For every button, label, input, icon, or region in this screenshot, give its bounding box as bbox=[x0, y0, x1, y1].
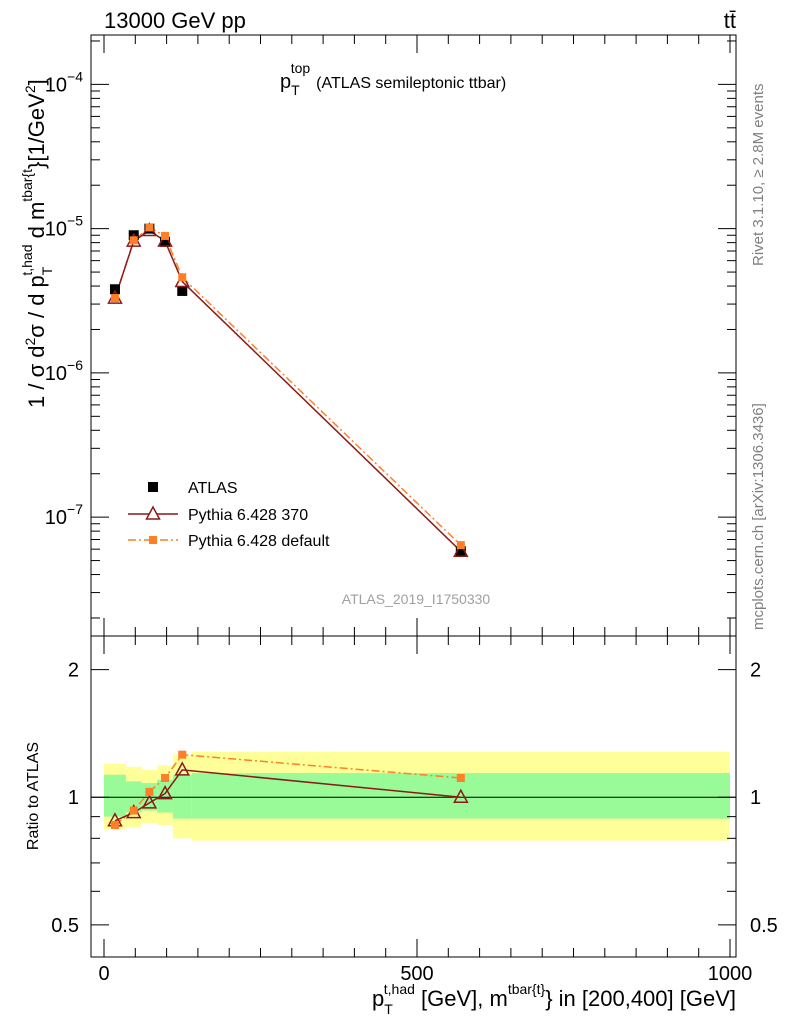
xlabel-rest: } in [200,400] [GeV] bbox=[545, 986, 736, 1011]
ratio-pythia-default-point bbox=[129, 806, 138, 815]
ratio-y-tick-label-right: 2 bbox=[750, 660, 761, 682]
series-pythia-370-line bbox=[114, 229, 462, 552]
main-y-tick-label: 10−4 bbox=[45, 68, 83, 96]
legend-pythia-370-marker bbox=[145, 505, 161, 520]
ratio-pythia-370-point bbox=[141, 794, 158, 809]
ratio-pythia-default-point bbox=[145, 787, 154, 796]
ratio-y-tick-label: 0.5 bbox=[51, 915, 79, 937]
rivet-label: Rivet 3.1.10, ≥ 2.8M events bbox=[750, 84, 767, 267]
watermark: ATLAS_2019_I1750330 bbox=[342, 591, 491, 607]
main-y-tick-labels: 10−7 10−6 10−5 10−4 bbox=[45, 68, 83, 529]
ratio-pythia-default-point bbox=[161, 774, 170, 783]
ratio-y-tick-label: 1 bbox=[68, 787, 79, 809]
ratio-y-tick-labels: 0.5 0.5 1 1 2 2 bbox=[51, 660, 778, 937]
legend-label: Pythia 6.428 370 bbox=[188, 507, 308, 524]
pythia-default-point bbox=[110, 294, 119, 303]
main-y-tick-label: 10−5 bbox=[45, 213, 83, 241]
ratio-band-inner bbox=[104, 774, 126, 817]
atlas-point bbox=[177, 285, 188, 296]
atlas-point bbox=[109, 284, 120, 295]
title-sub: T bbox=[291, 82, 300, 98]
xlabel-sup2: tbar{t} bbox=[508, 981, 546, 997]
ratio-pythia-370-point bbox=[157, 785, 173, 800]
ratio-x-tick-label: 1000 bbox=[708, 963, 753, 985]
ratio-y-tick-label: 2 bbox=[68, 660, 79, 682]
ratio-y-tick-label-right: 0.5 bbox=[750, 915, 778, 937]
x-axis-label: pTt,had [GeV], mtbar{t}} in [200,400] [G… bbox=[372, 981, 736, 1017]
pythia-default-point bbox=[129, 236, 138, 245]
ratio-pythia-default-point bbox=[110, 821, 119, 830]
xlabel-sub: T bbox=[384, 1001, 393, 1017]
ratio-x-tick-label: 0 bbox=[98, 963, 109, 985]
ratio-plot-area bbox=[91, 750, 736, 841]
ratio-y-tick-label-right: 1 bbox=[750, 787, 761, 809]
ratio-panel: 0.5 0.5 1 1 2 2 0 500 1000 Ratio to ATLAS pTt,h… bbox=[25, 635, 778, 1017]
pythia-default-point bbox=[178, 273, 187, 282]
ratio-pythia-370-point bbox=[174, 761, 191, 776]
ratio-x-tick-label: 500 bbox=[400, 963, 433, 985]
ratio-pythia-370-point bbox=[453, 788, 469, 803]
ratio-pythia-default-point bbox=[178, 750, 187, 759]
legend-atlas-marker bbox=[148, 482, 158, 492]
ratio-y-axis-label: Ratio to ATLAS bbox=[25, 742, 42, 850]
mcplots-label: mcplots.cern.ch [arXiv:1306.3436] bbox=[750, 403, 767, 630]
legend-label: ATLAS bbox=[188, 480, 238, 497]
ratio-band-inner bbox=[172, 774, 192, 819]
main-panel: 10−7 10−6 10−5 10−4 pTtop (ATLAS semileptoni… bbox=[19, 34, 737, 637]
legend-pythia-default-marker bbox=[149, 536, 157, 544]
pythia-default-point bbox=[456, 541, 465, 550]
title-rest: (ATLAS semileptonic ttbar) bbox=[316, 75, 506, 92]
legend-label: Pythia 6.428 default bbox=[188, 533, 330, 550]
main-y-tick-label: 10−6 bbox=[45, 357, 83, 385]
main-y-axis-label: 1 / σ d2σ / d pTt,had d mtbar{t}[1/GeV2] bbox=[19, 79, 55, 408]
header-left-label: 13000 GeV pp bbox=[104, 8, 246, 33]
ratio-ticks bbox=[91, 636, 736, 957]
series-pythia-default-line bbox=[114, 226, 462, 546]
atlas-point bbox=[160, 236, 171, 247]
title-sup: top bbox=[291, 60, 311, 76]
pythia-370-point bbox=[453, 542, 469, 558]
title-p: p bbox=[280, 71, 291, 93]
pythia-default-point bbox=[145, 223, 154, 232]
ratio-frame bbox=[90, 635, 737, 958]
main-ticks bbox=[91, 35, 736, 636]
ratio-x-tick-labels: 0 500 1000 bbox=[98, 963, 752, 985]
legend: ATLAS Pythia 6.428 370 Pythia 6.428 defaul… bbox=[128, 480, 330, 550]
header-right-label: tt̄ bbox=[724, 8, 736, 33]
pythia-370-point bbox=[157, 232, 173, 247]
ratio-pythia-default-point bbox=[456, 774, 465, 783]
main-y-tick-label: 10−7 bbox=[45, 501, 83, 529]
xlabel-p: p bbox=[372, 986, 384, 1011]
xlabel-mid: [GeV], m bbox=[415, 986, 508, 1011]
atlas-point bbox=[455, 546, 466, 557]
pythia-default-point bbox=[161, 231, 170, 240]
xlabel-sup1: t,had bbox=[384, 981, 415, 997]
main-plot-area bbox=[107, 221, 469, 558]
plot-title: pTtop (ATLAS semileptonic ttbar) bbox=[280, 60, 506, 98]
